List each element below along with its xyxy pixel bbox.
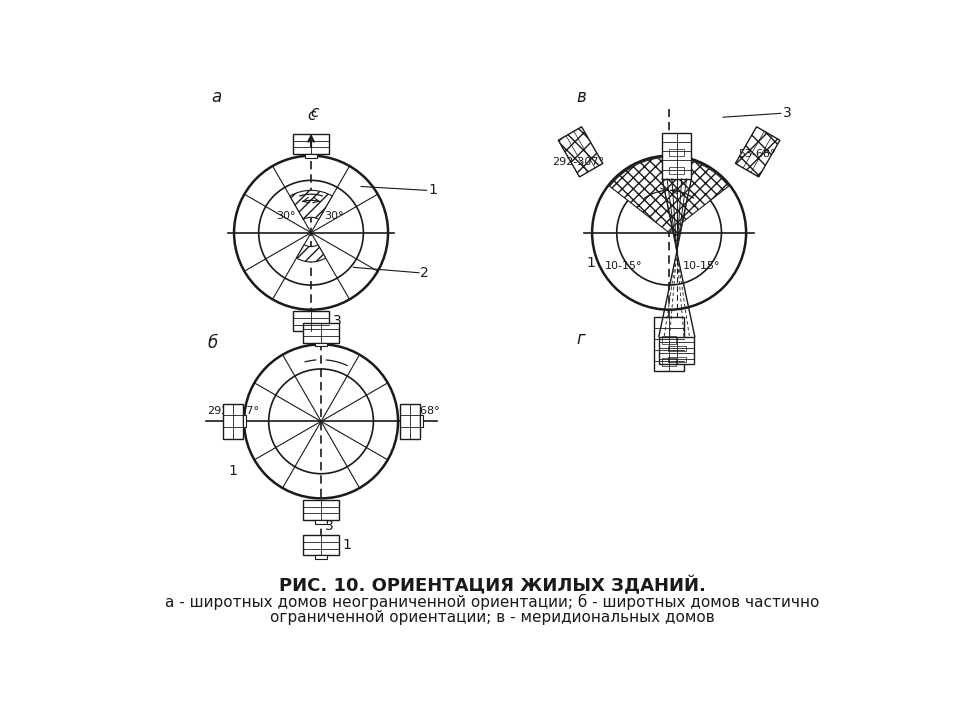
Bar [661,358,677,366]
Bar [661,336,677,344]
Bar [303,535,339,555]
Bar [315,555,327,559]
Bar [668,357,685,361]
Bar [305,154,317,158]
Circle shape [592,156,746,310]
Bar [294,134,328,154]
Bar [399,404,420,439]
Bar [420,415,423,427]
Text: 53-68°: 53-68° [402,405,440,415]
Bar [303,500,339,520]
Text: а: а [211,88,221,106]
Text: 292-307°: 292-307° [552,157,604,167]
Text: с: с [310,105,319,120]
Text: 3: 3 [324,519,334,533]
Text: б: б [207,334,217,352]
Text: 3: 3 [332,314,342,328]
Text: 10-15°: 10-15° [605,261,642,271]
Polygon shape [559,127,603,177]
Bar [669,167,684,174]
Circle shape [234,156,388,310]
Bar [655,318,684,372]
Text: 1: 1 [586,256,595,271]
Text: ограниченной ориентации; в - меридиональных домов: ограниченной ориентации; в - меридиональ… [270,611,714,625]
Wedge shape [297,245,325,262]
Text: РИС. 10. ОРИЕНТАЦИЯ ЖИЛЫХ ЗДАНИЙ.: РИС. 10. ОРИЕНТАЦИЯ ЖИЛЫХ ЗДАНИЙ. [278,576,706,595]
Polygon shape [735,127,780,177]
Bar [305,331,317,335]
Bar [294,311,328,331]
Bar [315,520,327,523]
Bar [668,346,685,351]
Polygon shape [662,179,691,240]
Text: а - широтных домов неограниченной ориентации; б - широтных домов частично: а - широтных домов неограниченной ориент… [165,594,819,611]
Text: 1: 1 [228,464,237,478]
Bar [243,415,246,427]
Text: 53-68°: 53-68° [738,149,776,159]
Text: 30°: 30° [324,211,344,221]
Wedge shape [290,190,332,220]
Bar [303,323,339,343]
Circle shape [244,344,398,498]
Text: 292-307°: 292-307° [207,405,259,415]
Bar [315,343,327,346]
Text: в: в [577,88,587,106]
Bar [223,404,243,439]
Text: 1: 1 [428,184,437,197]
Text: 30°: 30° [276,211,296,221]
Wedge shape [610,157,729,233]
Bar [660,337,694,364]
Text: г: г [577,330,586,348]
Text: 10-15°: 10-15° [683,261,720,271]
Bar [669,149,684,156]
Bar [662,132,691,179]
Text: с: с [307,108,315,123]
Text: 3: 3 [783,106,792,120]
Text: 1: 1 [343,539,351,552]
Text: 2: 2 [420,266,429,280]
